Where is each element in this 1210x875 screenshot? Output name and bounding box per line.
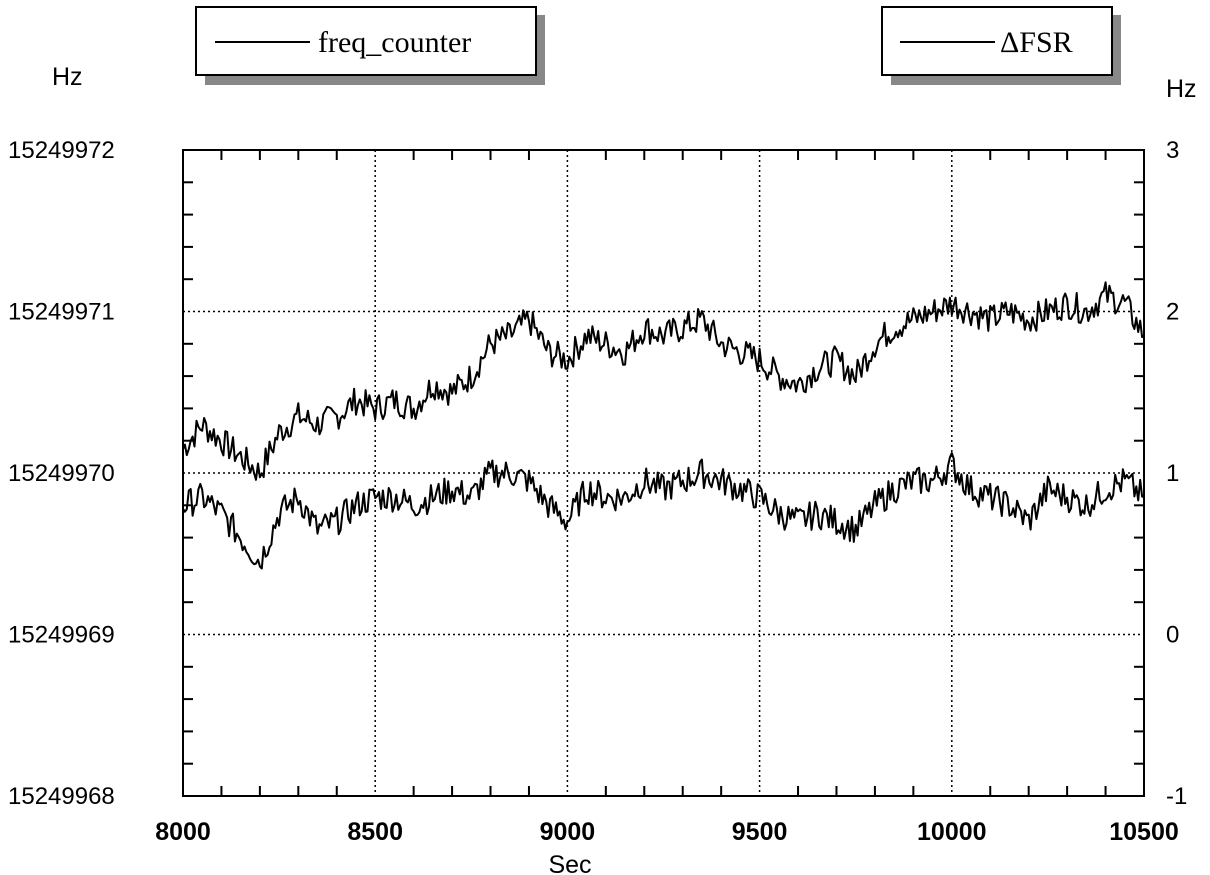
y-left-axis-label: Hz: [52, 63, 83, 91]
legend-freq-counter: freq_counter: [195, 6, 545, 85]
series-lines: [182, 281, 1145, 570]
ticks: [183, 150, 1144, 796]
grid: [183, 150, 1144, 796]
y-right-tick-label: 1: [1166, 460, 1179, 487]
y-right-axis-label: Hz: [1166, 75, 1197, 103]
y-left-tick-label: 15249968: [8, 783, 115, 810]
y-left-tick-label: 15249971: [8, 299, 115, 326]
x-axis-label: Sec: [548, 851, 591, 875]
x-tick-label: 10000: [917, 818, 987, 846]
legend-dfsr: ΔFSR: [881, 6, 1121, 85]
y-right-tick-label: 3: [1166, 137, 1179, 164]
x-tick-label: 8000: [155, 818, 211, 846]
tick-labels: 8000 8500 9000 9500 10000 10500 15249972 152499…: [8, 137, 1187, 846]
y-right-tick-label: -1: [1166, 783, 1187, 810]
series-line-freq-counter: [182, 281, 1145, 481]
x-tick-label: 10500: [1109, 818, 1179, 846]
x-tick-label: 8500: [347, 818, 403, 846]
y-right-tick-label: 2: [1166, 299, 1179, 326]
x-tick-label: 9500: [732, 818, 788, 846]
y-left-tick-label: 15249972: [8, 137, 115, 164]
y-right-tick-label: 0: [1166, 622, 1179, 649]
series-line-dfsr: [182, 452, 1145, 570]
x-tick-label: 9000: [540, 818, 596, 846]
legend-dfsr-label: ΔFSR: [1000, 26, 1073, 59]
y-left-tick-label: 15249969: [8, 622, 115, 649]
y-left-tick-label: 15249970: [8, 460, 115, 487]
legend-freq-counter-label: freq_counter: [318, 26, 471, 59]
